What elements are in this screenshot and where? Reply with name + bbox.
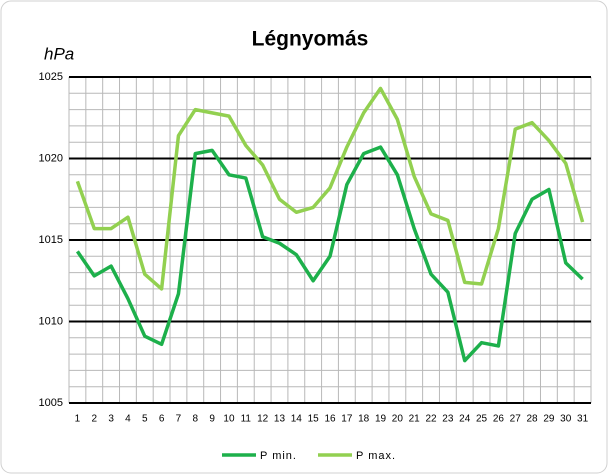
x-tick-label: 31 [577, 414, 589, 425]
line-series [75, 145, 584, 363]
x-tick-label: 3 [108, 414, 114, 425]
x-tick-label: 17 [341, 414, 353, 425]
line-series [75, 86, 585, 291]
x-tick-label: 26 [493, 414, 505, 425]
x-tick-label: 16 [324, 414, 336, 425]
x-tick-label: 5 [142, 414, 148, 425]
x-tick-label: 1 [75, 414, 81, 425]
x-tick-label: 11 [241, 414, 252, 425]
x-tick-label: 15 [308, 414, 320, 425]
x-tick-label: 21 [409, 414, 421, 425]
x-tick-label: 29 [543, 414, 555, 425]
x-tick-label: 13 [274, 414, 286, 425]
y-tick-label: 1005 [39, 397, 63, 409]
x-tick-label: 9 [209, 414, 215, 425]
y-tick-label: 1020 [39, 152, 63, 164]
x-tick-label: 14 [291, 414, 303, 425]
x-tick-label: 20 [392, 414, 404, 425]
x-tick-label: 6 [159, 414, 165, 425]
x-tick-label: 10 [223, 414, 235, 425]
x-tick-label: 12 [257, 414, 269, 425]
y-axis-label: hPa [44, 44, 74, 63]
x-tick-label: 19 [375, 414, 387, 425]
y-tick-label: 1025 [39, 71, 63, 83]
x-tick-label: 27 [510, 414, 522, 425]
x-tick-label: 2 [91, 414, 97, 425]
y-tick-label: 1010 [39, 315, 63, 327]
x-tick-label: 25 [476, 414, 488, 425]
x-tick-label: 18 [358, 414, 370, 425]
x-tick-label: 4 [125, 414, 131, 425]
y-tick-label: 1015 [39, 234, 63, 246]
x-tick-label: 30 [560, 414, 572, 425]
x-tick-label: 28 [527, 414, 539, 425]
chart-title: Légnyomás [252, 28, 369, 51]
legend-label: P max. [356, 450, 396, 462]
legend-label: P min. [260, 450, 297, 462]
x-tick-label: 24 [459, 414, 471, 425]
x-tick-label: 7 [176, 414, 182, 425]
x-tick-label: 22 [425, 414, 437, 425]
x-tick-label: 8 [193, 414, 199, 425]
x-tick-label: 23 [442, 414, 454, 425]
